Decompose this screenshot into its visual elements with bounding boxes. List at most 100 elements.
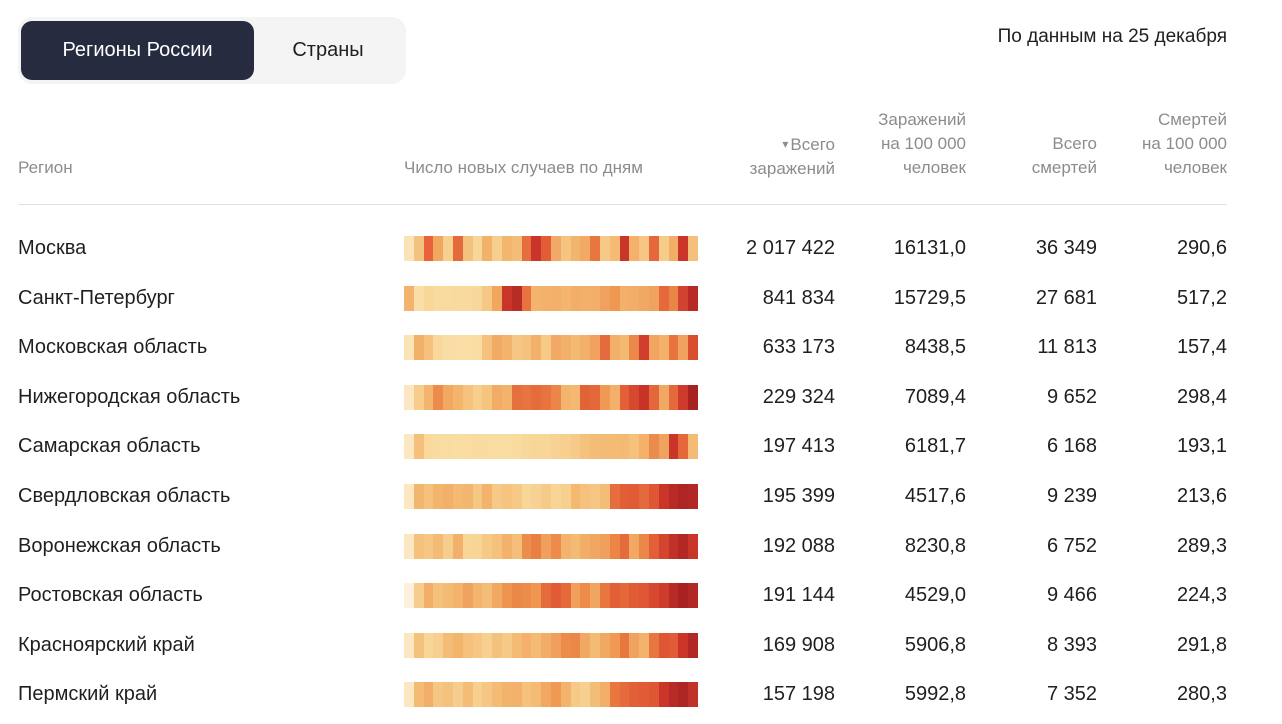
heatmap-day-cell [580, 633, 591, 658]
daily-cases-heatmap[interactable] [404, 534, 698, 559]
infections-per-100k-value: 15729,5 [893, 287, 966, 309]
heatmap-day-cell [492, 385, 502, 410]
daily-cases-heatmap[interactable] [404, 236, 698, 261]
daily-cases-heatmap[interactable] [404, 484, 698, 509]
heatmap-day-cell [658, 484, 669, 509]
heatmap-day-cell [413, 534, 424, 559]
heatmap-day-cell [570, 534, 581, 559]
heatmap-day-cell [492, 534, 502, 559]
heatmap-day-cell [462, 286, 473, 311]
heatmap-day-cell [658, 633, 669, 658]
infections-per-100k-value: 6181,7 [904, 435, 966, 457]
heatmap-day-cell [511, 335, 522, 360]
heatmap-day-cell [599, 583, 610, 608]
heatmap-day-cell [678, 385, 689, 410]
heatmap-day-cell [599, 385, 610, 410]
heatmap-day-cell [550, 385, 561, 410]
heatmap-day-cell [590, 385, 600, 410]
column-header-deaths-per-100k[interactable]: Смертей на 100 000 человек [1087, 108, 1227, 180]
heatmap-day-cell [404, 534, 414, 559]
heatmap-day-cell [423, 335, 434, 360]
heatmap-day-cell [560, 484, 571, 509]
table-row[interactable]: Санкт-Петербург 841 834 15729,5 27 681 517,2 [0, 280, 1282, 316]
table-row[interactable]: Пермский край 157 198 5992,8 7 352 280,3 [0, 676, 1282, 712]
heatmap-day-cell [452, 434, 463, 459]
heatmap-day-cell [658, 434, 669, 459]
heatmap-day-cell [501, 434, 512, 459]
heatmap-day-cell [404, 385, 414, 410]
region-name: Москва [18, 237, 87, 259]
deaths-per-100k-value: 517,2 [1176, 287, 1227, 309]
table-row[interactable]: Красноярский край 169 908 5906,8 8 393 291,8 [0, 627, 1282, 663]
heatmap-day-cell [531, 534, 542, 559]
heatmap-day-cell [688, 682, 698, 707]
heatmap-day-cell [462, 534, 473, 559]
heatmap-day-cell [590, 534, 600, 559]
column-header-total-infections[interactable]: ▾ Всего заражений [695, 132, 835, 181]
heatmap-day-cell [531, 633, 542, 658]
heatmap-day-cell [668, 335, 679, 360]
daily-cases-heatmap[interactable] [404, 633, 698, 658]
deaths-per-100k-value: 289,3 [1176, 535, 1227, 557]
heatmap-day-cell [404, 286, 414, 311]
heatmap-day-cell [501, 682, 512, 707]
infections-per-100k-value: 4517,6 [904, 485, 966, 507]
heatmap-day-cell [580, 682, 591, 707]
daily-cases-heatmap[interactable] [404, 385, 698, 410]
table-row[interactable]: Свердловская область 195 399 4517,6 9 239 21… [0, 478, 1282, 514]
heatmap-day-cell [433, 583, 444, 608]
heatmap-day-cell [619, 484, 630, 509]
total-deaths-value: 6 168 [1046, 435, 1097, 457]
table-row[interactable]: Московская область 633 173 8438,5 11 813 157… [0, 329, 1282, 365]
heatmap-day-cell [531, 434, 542, 459]
heatmap-day-cell [678, 286, 689, 311]
heatmap-day-cell [629, 583, 640, 608]
sort-desc-icon: ▾ [782, 137, 789, 151]
column-header-infections-per-100k[interactable]: Заражений на 100 000 человек [826, 108, 966, 180]
heatmap-day-cell [433, 236, 444, 261]
heatmap-day-cell [462, 335, 473, 360]
heatmap-day-cell [619, 583, 630, 608]
heatmap-day-cell [629, 286, 640, 311]
heatmap-day-cell [648, 534, 659, 559]
heatmap-day-cell [590, 484, 600, 509]
deaths-per-100k-value: 291,8 [1176, 634, 1227, 656]
heatmap-day-cell [433, 286, 444, 311]
heatmap-day-cell [433, 633, 444, 658]
heatmap-day-cell [688, 335, 698, 360]
heatmap-day-cell [501, 633, 512, 658]
heatmap-day-cell [668, 385, 679, 410]
tab-russia-regions[interactable]: Регионы России [21, 21, 254, 80]
heatmap-day-cell [658, 385, 669, 410]
daily-cases-heatmap[interactable] [404, 682, 698, 707]
infections-per-100k-value: 5992,8 [904, 683, 966, 705]
daily-cases-heatmap[interactable] [404, 434, 698, 459]
daily-cases-heatmap[interactable] [404, 583, 698, 608]
heatmap-day-cell [629, 484, 640, 509]
heatmap-day-cell [599, 236, 610, 261]
heatmap-day-cell [678, 534, 689, 559]
daily-cases-heatmap[interactable] [404, 335, 698, 360]
table-row[interactable]: Ростовская область 191 144 4529,0 9 466 224,… [0, 577, 1282, 613]
heatmap-day-cell [619, 385, 630, 410]
region-country-switch: Регионы России Страны [18, 17, 406, 84]
heatmap-day-cell [492, 286, 502, 311]
heatmap-day-cell [511, 682, 522, 707]
table-row[interactable]: Воронежская область 192 088 8230,8 6 752 289… [0, 528, 1282, 564]
heatmap-day-cell [423, 583, 434, 608]
heatmap-day-cell [570, 682, 581, 707]
table-row[interactable]: Самарская область 197 413 6181,7 6 168 193,1 [0, 428, 1282, 464]
heatmap-day-cell [629, 236, 640, 261]
tab-countries[interactable]: Страны [292, 39, 364, 61]
daily-cases-heatmap[interactable] [404, 286, 698, 311]
heatmap-day-cell [668, 682, 679, 707]
table-row[interactable]: Москва 2 017 422 16131,0 36 349 290,6 [0, 230, 1282, 266]
table-row[interactable]: Нижегородская область 229 324 7089,4 9 652 2… [0, 379, 1282, 415]
column-header-region[interactable]: Регион [18, 158, 73, 177]
heatmap-day-cell [619, 286, 630, 311]
heatmap-day-cell [590, 236, 600, 261]
heatmap-day-cell [511, 286, 522, 311]
heatmap-day-cell [668, 484, 679, 509]
column-header-total-deaths[interactable]: Всего смертей [957, 132, 1097, 180]
deaths-per-100k-value: 280,3 [1176, 683, 1227, 705]
